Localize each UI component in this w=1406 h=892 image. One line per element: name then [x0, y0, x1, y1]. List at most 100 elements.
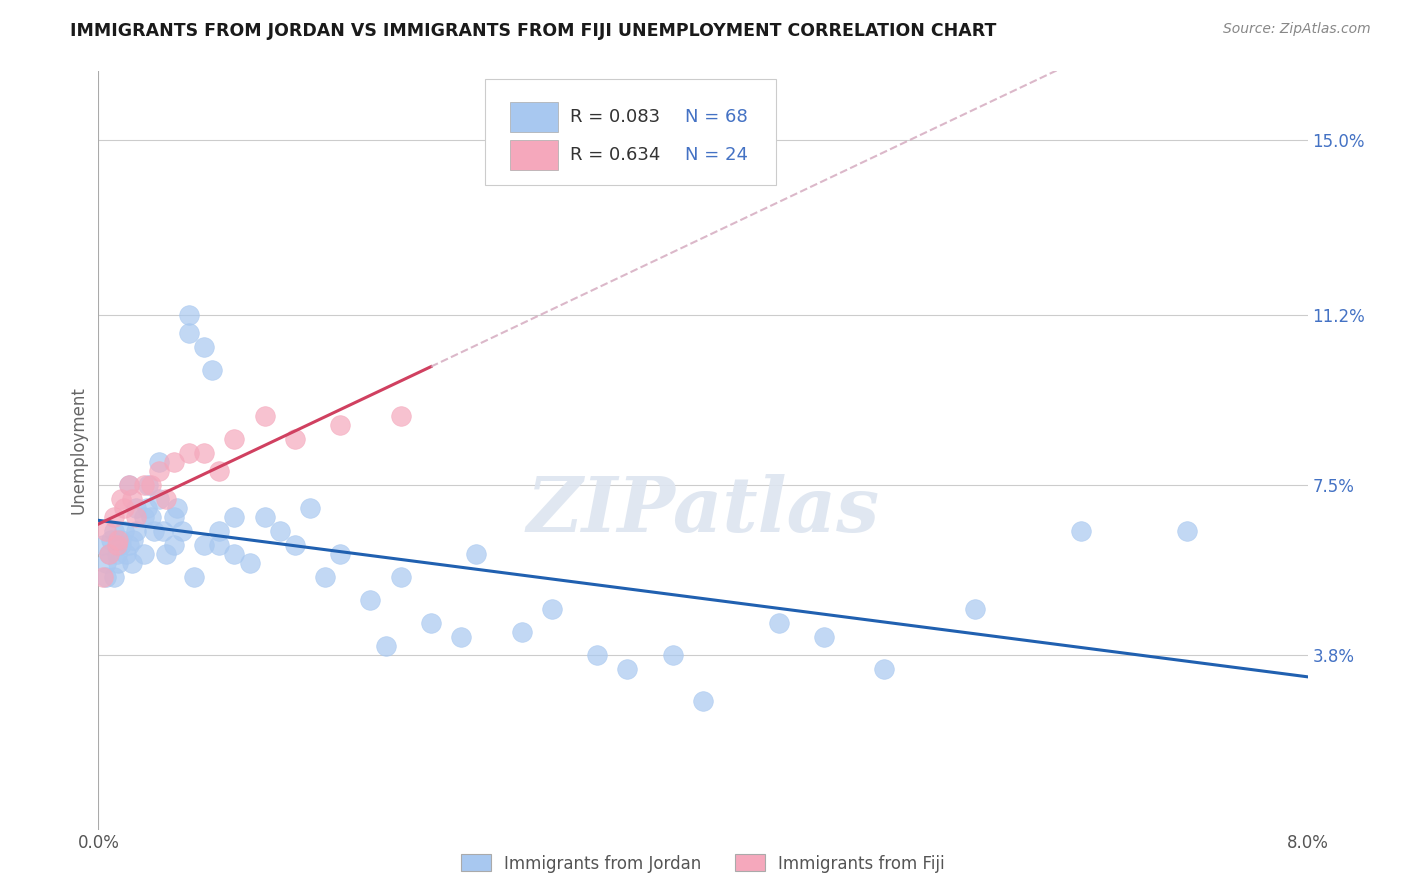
Point: [284, 538, 307, 552]
Point: [813, 630, 835, 644]
Point: [224, 510, 246, 524]
Point: [121, 491, 143, 506]
Point: [132, 547, 155, 561]
Point: [118, 478, 141, 492]
Y-axis label: Unemployment: Unemployment: [69, 386, 87, 515]
Point: [360, 592, 382, 607]
Point: [107, 533, 129, 547]
Point: [253, 510, 276, 524]
Point: [107, 556, 129, 570]
Point: [179, 326, 201, 341]
Point: [110, 538, 132, 552]
Point: [112, 524, 135, 538]
Point: [118, 478, 141, 492]
Point: [224, 547, 246, 561]
Point: [540, 602, 562, 616]
Point: [155, 547, 177, 561]
Point: [141, 510, 163, 524]
Point: [586, 648, 609, 662]
FancyBboxPatch shape: [485, 79, 776, 186]
Point: [103, 510, 125, 524]
Point: [510, 624, 533, 639]
Point: [143, 524, 166, 538]
Point: [94, 556, 117, 570]
Point: [224, 432, 246, 446]
Point: [166, 500, 188, 515]
Point: [692, 694, 714, 708]
Text: IMMIGRANTS FROM JORDAN VS IMMIGRANTS FROM FIJI UNEMPLOYMENT CORRELATION CHART: IMMIGRANTS FROM JORDAN VS IMMIGRANTS FRO…: [70, 22, 997, 40]
Point: [136, 478, 159, 492]
Point: [125, 524, 148, 538]
Text: N = 24: N = 24: [685, 145, 748, 164]
Point: [269, 524, 291, 538]
Point: [661, 648, 683, 662]
Text: Source: ZipAtlas.com: Source: ZipAtlas.com: [1223, 22, 1371, 37]
Point: [208, 538, 231, 552]
Point: [768, 615, 790, 630]
Point: [98, 547, 121, 561]
Point: [179, 308, 201, 322]
Point: [110, 533, 132, 547]
Point: [94, 524, 117, 538]
Point: [239, 556, 262, 570]
FancyBboxPatch shape: [509, 102, 558, 132]
Legend: Immigrants from Jordan, Immigrants from Fiji: Immigrants from Jordan, Immigrants from …: [454, 847, 952, 880]
Point: [110, 491, 132, 506]
Text: R = 0.083: R = 0.083: [569, 108, 661, 126]
Point: [616, 662, 638, 676]
Point: [105, 538, 128, 552]
Text: R = 0.634: R = 0.634: [569, 145, 661, 164]
FancyBboxPatch shape: [509, 139, 558, 170]
Point: [112, 500, 135, 515]
Point: [163, 510, 186, 524]
Point: [118, 538, 141, 552]
Point: [148, 491, 170, 506]
Point: [253, 409, 276, 423]
Point: [152, 524, 174, 538]
Point: [193, 538, 215, 552]
Point: [125, 500, 148, 515]
Point: [148, 464, 170, 478]
Text: ZIPatlas: ZIPatlas: [526, 475, 880, 548]
Point: [105, 547, 128, 561]
Point: [193, 446, 215, 460]
Point: [389, 409, 412, 423]
Point: [193, 340, 215, 354]
Point: [329, 418, 352, 433]
Point: [148, 455, 170, 469]
Point: [465, 547, 488, 561]
Point: [132, 478, 155, 492]
Point: [183, 570, 205, 584]
Point: [91, 538, 114, 552]
Point: [163, 455, 186, 469]
Point: [103, 524, 125, 538]
Point: [299, 500, 322, 515]
Point: [374, 639, 396, 653]
Point: [389, 570, 412, 584]
Point: [1175, 524, 1198, 538]
Point: [420, 615, 443, 630]
Point: [208, 524, 231, 538]
Text: N = 68: N = 68: [685, 108, 748, 126]
Point: [873, 662, 896, 676]
Point: [170, 524, 193, 538]
Point: [91, 570, 114, 584]
Point: [208, 464, 231, 478]
Point: [135, 500, 157, 515]
Point: [100, 533, 122, 547]
Point: [103, 570, 125, 584]
Point: [114, 547, 136, 561]
Point: [155, 491, 177, 506]
Point: [329, 547, 352, 561]
Point: [1070, 524, 1092, 538]
Point: [132, 510, 155, 524]
Point: [201, 363, 224, 377]
Point: [179, 446, 201, 460]
Point: [141, 478, 163, 492]
Point: [98, 547, 121, 561]
Point: [94, 570, 117, 584]
Point: [163, 538, 186, 552]
Point: [284, 432, 307, 446]
Point: [122, 533, 145, 547]
Point: [121, 556, 143, 570]
